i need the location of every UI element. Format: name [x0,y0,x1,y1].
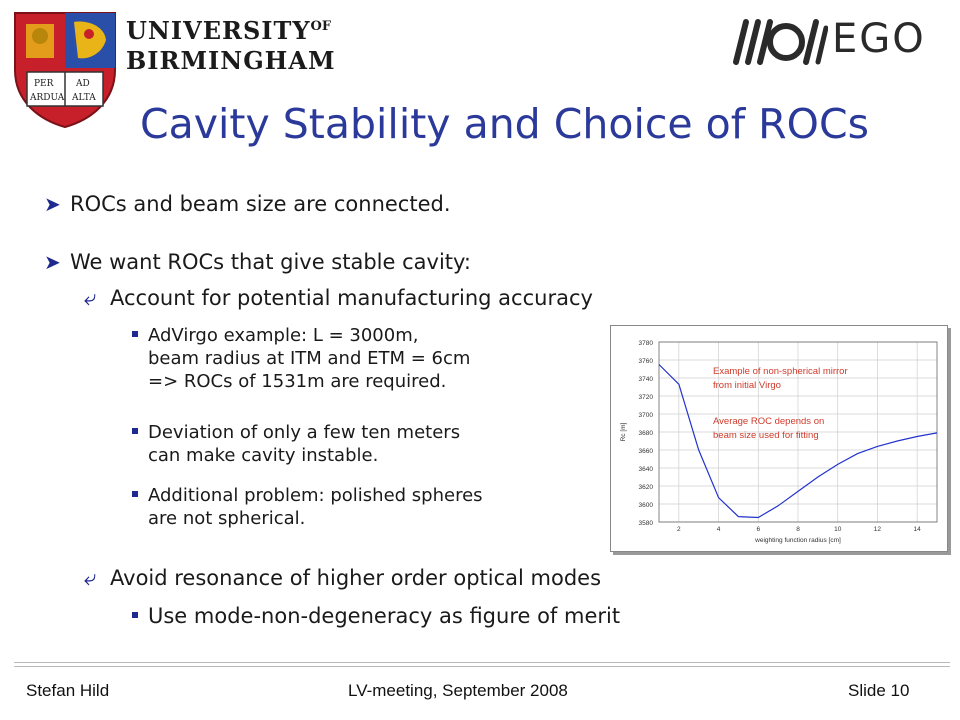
footer-author: Stefan Hild [26,681,110,700]
y-tick-label: 3620 [639,484,654,491]
x-tick-label: 10 [834,526,842,533]
y-tick-label: 3580 [639,520,654,527]
x-tick-label: 2 [677,526,681,533]
y-tick-label: 3660 [639,448,654,455]
university-name-line2: BIRMINGHAM [126,46,336,75]
y-tick-label: 3680 [639,430,654,437]
sub-point-resonance: ⤶ Avoid resonance of higher order optical… [84,566,602,591]
chart-annotation: Average ROC depends on [713,416,824,427]
x-tick-label: 12 [874,526,882,533]
footer-event: LV-meeting, September 2008 [348,681,568,700]
return-arrow-icon: ⤶ [84,286,97,311]
university-name-line1: UNIVERSITYOF [126,16,332,45]
slide-title: Cavity Stability and Choice of ROCs [140,100,869,148]
sub-item-deviation: Deviation of only a few ten meters can m… [132,421,460,467]
plot-axes-box [658,341,938,523]
sub-item-polished-spheres: Additional problem: polished spheres are… [132,484,483,530]
square-bullet-icon [132,331,138,337]
chart-annotation: from initial Virgo [713,380,781,391]
y-tick-label: 3760 [639,358,654,365]
crest-motto-ardua: ARDUA [29,93,65,103]
sub-item-mode-non-degeneracy: Use mode-non-degeneracy as figure of mer… [132,604,620,628]
crest-motto-per: PER [34,79,54,89]
square-bullet-icon [132,612,138,618]
x-tick-label: 14 [914,526,922,533]
roc-chart: 3580 3600 3620 3640 3660 3680 3700 3720 3740 3760… [620,340,938,544]
return-arrow-icon: ⤶ [84,566,97,591]
footer-divider [14,662,950,663]
arrowhead-bullet-icon: ➤ [44,250,61,274]
x-tick-label: 6 [756,526,760,533]
y-tick-label: 3640 [639,466,654,473]
y-tick-label: 3600 [639,502,654,509]
y-tick-label: 3740 [639,376,654,383]
sub-item-advirgo-example: AdVirgo example: L = 3000m, beam radius … [132,324,470,393]
ego-logo-mark [733,19,828,65]
x-axis-label: weighting function radius [cm] [754,537,841,544]
x-tick-label: 4 [717,526,721,533]
sub-point-manufacturing: ⤶ Account for potential manufacturing acc… [84,286,593,311]
square-bullet-icon [132,491,138,497]
footer-slide-number: Slide 10 [848,681,910,700]
footer-divider-2 [14,666,950,667]
y-tick-label: 3780 [639,340,654,347]
bullet-2: ➤ We want ROCs that give stable cavity: [44,250,471,274]
y-axis-label: Rc [m] [620,422,627,441]
bullet-1: ➤ ROCs and beam size are connected. [44,192,451,216]
x-tick-label: 8 [796,526,800,533]
chart-annotation: Example of non-spherical mirror [713,366,848,377]
y-tick-label: 3720 [639,394,654,401]
roc-plot-frame [610,325,948,552]
chart-annotation: beam size used for fitting [713,430,819,441]
ego-logo-text: EGO [832,16,926,62]
arrowhead-bullet-icon: ➤ [44,192,61,216]
crest-motto-alta: ALTA [71,93,96,103]
y-tick-label: 3700 [639,412,654,419]
square-bullet-icon [132,428,138,434]
crest-motto-ad: AD [75,79,90,89]
university-crest-logo: PER AD ARDUA ALTA [14,12,116,129]
roc-curve-line [658,364,938,519]
